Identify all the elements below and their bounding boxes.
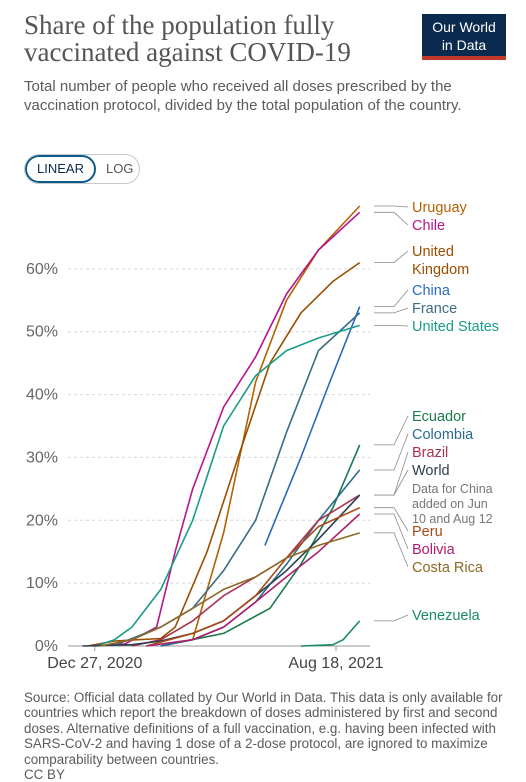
license-link[interactable]: CC BY (24, 767, 65, 782)
leader-line (374, 469, 409, 496)
series-label: Bolivia (412, 542, 456, 558)
leader-line (374, 507, 409, 532)
y-tick-label: 10% (26, 575, 58, 592)
series-line-brazil (131, 494, 361, 647)
x-tick-label: Dec 27, 2020 (47, 655, 142, 672)
series-label: United (412, 244, 454, 260)
series-label: Costa Rica (412, 560, 484, 576)
series-label: China (412, 283, 451, 299)
source-note: Source: Official data collated by Our Wo… (24, 690, 504, 782)
series-label: World (412, 463, 450, 479)
scale-toggle: LINEAR LOG (24, 154, 140, 184)
y-tick-label: 30% (26, 449, 58, 466)
leader-line (374, 415, 409, 446)
leader-line (374, 307, 409, 314)
series-line-peru (146, 506, 361, 647)
series-label: Colombia (412, 427, 474, 443)
line-chart: 0% 10% 20% 30% 40% 50% 60% Dec 27, 2020 Aug 18, … (26, 200, 499, 672)
series-line-china (264, 306, 361, 546)
leader-line (374, 211, 409, 226)
y-tick-label: 60% (26, 261, 58, 278)
series-label: Brazil (412, 445, 448, 461)
series-line-france (114, 312, 361, 647)
series-line-world (82, 494, 361, 647)
series-line-costa-rica (99, 532, 360, 647)
series-line-ecuador (160, 444, 361, 647)
chart-subtitle: Total number of people who received all … (24, 78, 462, 114)
y-tick-label: 20% (26, 512, 58, 529)
leader-line (374, 614, 409, 622)
leader-line (374, 451, 409, 496)
series-label: France (412, 301, 457, 317)
series-line-chile (91, 211, 361, 647)
series-label: Peru (412, 524, 443, 540)
leader-line (374, 513, 409, 550)
leader-line (374, 532, 409, 568)
series-label: Kingdom (412, 262, 469, 278)
source-text: Source: Official data collated by Our Wo… (24, 690, 503, 767)
annotation-text: 10 and Aug 12 (412, 512, 493, 526)
series-label: Chile (412, 218, 445, 234)
leader-line (374, 433, 409, 471)
logo-line-1: Our World (432, 19, 496, 35)
series-line-bolivia (146, 513, 361, 647)
y-tick-label: 50% (26, 324, 58, 341)
logo-line-2: in Data (441, 37, 487, 53)
log-scale-button[interactable]: LOG (105, 161, 134, 176)
x-tick-label: Aug 18, 2021 (288, 655, 383, 672)
owid-logo[interactable]: Our World in Data (422, 14, 506, 60)
series-label: Ecuador (412, 409, 466, 425)
linear-scale-button[interactable]: LINEAR (25, 155, 96, 183)
series-line-uruguay (160, 205, 361, 647)
leader-line (374, 205, 409, 208)
leader-line (374, 324, 409, 327)
y-tick-label: 0% (35, 638, 58, 655)
annotation-text: added on Jun (412, 497, 488, 511)
series-line-united-kingdom (87, 261, 361, 647)
leader-line (374, 250, 409, 263)
chart-title: Share of the population fully vaccinated… (24, 10, 351, 67)
series-label: Venezuela (412, 608, 481, 624)
y-tick-label: 40% (26, 387, 58, 404)
series-line-venezuela (300, 620, 361, 647)
series-line-united-states (95, 324, 360, 647)
leader-line (374, 289, 409, 307)
series-label: United States (412, 319, 499, 335)
annotation-text: Data for China (412, 482, 493, 496)
series-label: Uruguay (412, 200, 468, 216)
